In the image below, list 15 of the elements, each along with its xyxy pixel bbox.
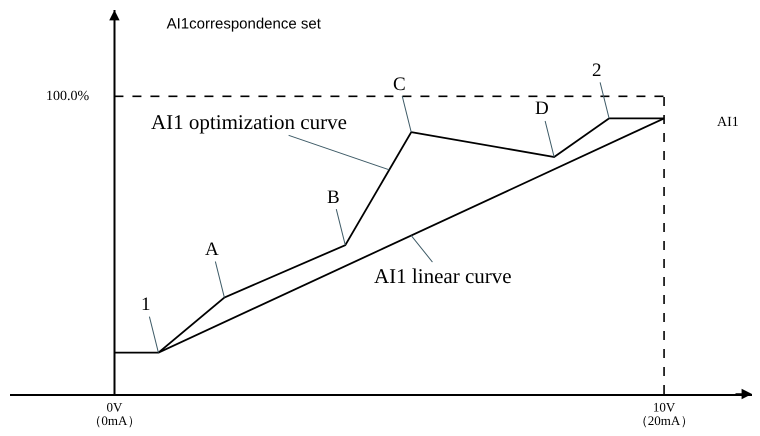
annotation: B <box>327 187 340 208</box>
chart-title: AI1correspondence set <box>166 16 322 32</box>
annotation: C <box>393 74 406 95</box>
annotation: AI1 <box>717 115 739 130</box>
annotation: 2 <box>592 60 602 81</box>
x2-tick-label: （0mA） <box>88 413 140 428</box>
annotation: D <box>535 98 549 119</box>
x-tick-label: 10V <box>652 399 676 414</box>
x2-tick-label: （20mA） <box>634 413 694 428</box>
text: AI1 optimization curve <box>151 110 347 134</box>
x-tick-label: 0V <box>106 399 123 414</box>
series-label: AI1 linear curve <box>374 264 512 288</box>
annotation: 1 <box>141 294 150 315</box>
annotation: A <box>205 239 219 260</box>
text: 100.0% <box>46 89 90 104</box>
